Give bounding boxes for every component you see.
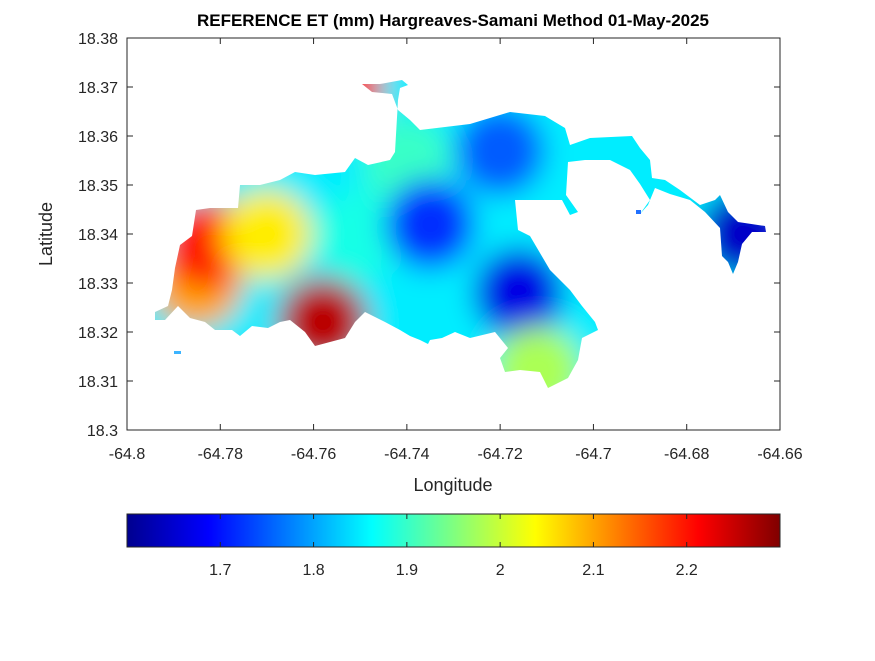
small-islet-east [636, 210, 641, 214]
y-axis: 18.3 18.31 18.32 18.33 18.34 18.35 18.36 18.37 1… [78, 31, 780, 440]
y-tick-label: 18.35 [78, 178, 118, 195]
y-tick-label: 18.31 [78, 374, 118, 391]
region-south-coast [492, 326, 583, 388]
y-axis-label: Latitude [36, 202, 56, 266]
x-tick-label: -64.74 [384, 446, 429, 463]
x-axis-label: Longitude [413, 475, 492, 495]
region-northeast [455, 105, 546, 196]
region-west-central [221, 189, 312, 279]
colorbar-tick-label: 1.9 [396, 562, 418, 579]
x-tick-label: -64.78 [198, 446, 243, 463]
colorbar-tick-label: 2.2 [676, 562, 698, 579]
y-tick-label: 18.33 [78, 276, 118, 293]
x-axis: -64.8 -64.78 -64.76 -64.74 -64.72 -64.7 -64.68… [109, 38, 803, 463]
y-tick-label: 18.38 [78, 31, 118, 48]
colorbar [126, 513, 781, 548]
region-east-low [473, 247, 564, 338]
colorbar-tick-label: 1.8 [302, 562, 324, 579]
y-tick-label: 18.3 [87, 423, 118, 440]
colorbar-axis: 1.7 1.8 1.9 2 2.1 2.2 [209, 514, 698, 579]
y-tick-label: 18.37 [78, 80, 118, 97]
colorbar-tick-label: 2 [496, 562, 505, 579]
x-tick-label: -64.66 [757, 446, 802, 463]
x-tick-label: -64.8 [109, 446, 146, 463]
x-tick-label: -64.68 [664, 446, 709, 463]
region-central [315, 189, 406, 279]
small-islet-west [174, 351, 181, 354]
chart-title: REFERENCE ET (mm) Hargreaves-Samani Meth… [197, 11, 709, 30]
x-tick-label: -64.76 [291, 446, 336, 463]
colorbar-tick-label: 1.7 [209, 562, 231, 579]
x-tick-label: -64.72 [477, 446, 522, 463]
y-tick-label: 18.36 [78, 129, 118, 146]
region-center-low [385, 179, 476, 270]
colorbar-tick-label: 2.1 [582, 562, 604, 579]
x-tick-label: -64.7 [575, 446, 612, 463]
y-tick-label: 18.32 [78, 325, 118, 342]
y-tick-label: 18.34 [78, 227, 118, 244]
